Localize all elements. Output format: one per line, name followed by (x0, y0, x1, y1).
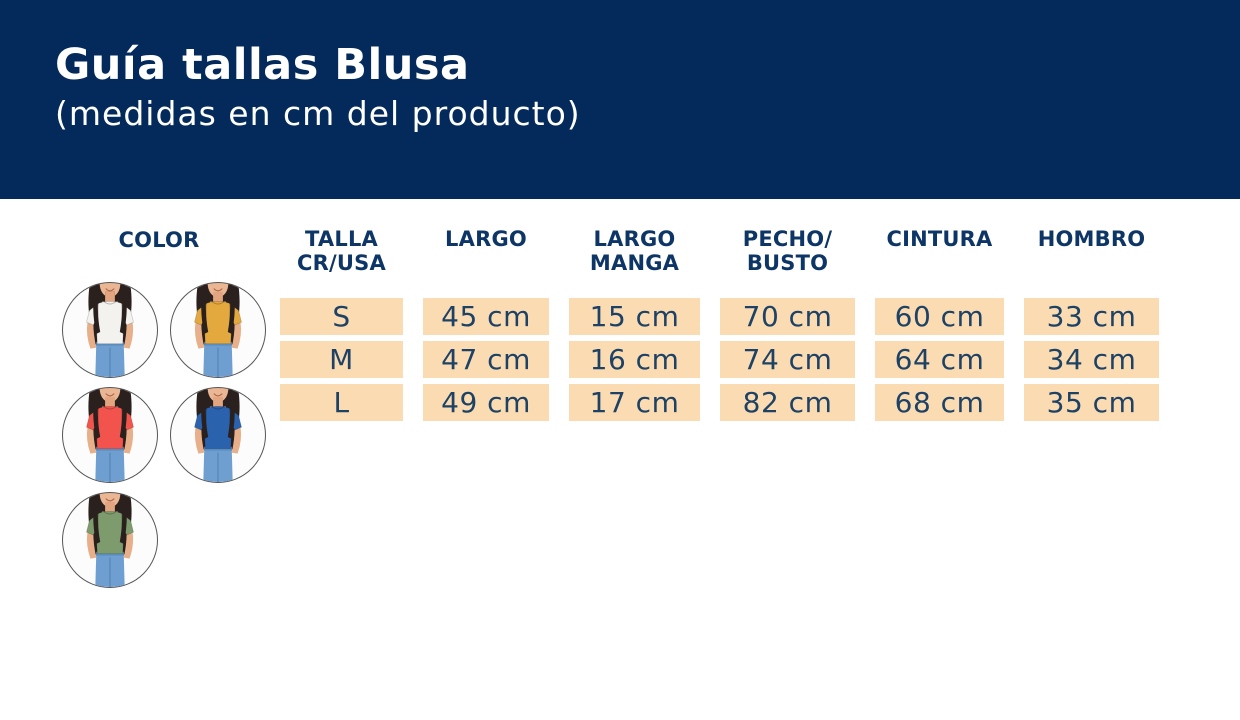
cell-s-pecho-busto: 70 cm (720, 298, 855, 335)
cell-s-talla: S (280, 298, 403, 335)
woman-tshirt-illustration-green (86, 493, 134, 587)
cell-m-largo-manga: 16 cm (569, 341, 700, 378)
cell-s-largo: 45 cm (423, 298, 549, 335)
column-header-color: COLOR (118, 228, 200, 252)
page-title: Guía tallas Blusa (55, 40, 470, 90)
color-photo-blue (170, 387, 266, 483)
cell-l-cintura: 68 cm (875, 384, 1004, 421)
color-photo-red (62, 387, 158, 483)
color-photo-green (62, 492, 158, 588)
cell-m-largo: 47 cm (423, 341, 549, 378)
cell-m-pecho-busto: 74 cm (720, 341, 855, 378)
cell-l-pecho-busto: 82 cm (720, 384, 855, 421)
cell-m-hombro: 34 cm (1024, 341, 1159, 378)
woman-tshirt-illustration-blue (194, 388, 242, 482)
cell-l-talla: L (280, 384, 403, 421)
color-photo-white (62, 282, 158, 378)
color-photo-mustard (170, 282, 266, 378)
cell-s-largo-manga: 15 cm (569, 298, 700, 335)
column-header-largo: LARGO (445, 227, 527, 251)
woman-tshirt-illustration-mustard (194, 283, 242, 377)
cell-s-hombro: 33 cm (1024, 298, 1159, 335)
cell-s-cintura: 60 cm (875, 298, 1004, 335)
cell-m-talla: M (280, 341, 403, 378)
color-swatches (62, 282, 266, 588)
cell-l-largo-manga: 17 cm (569, 384, 700, 421)
woman-tshirt-illustration-white (86, 283, 134, 377)
cell-l-hombro: 35 cm (1024, 384, 1159, 421)
column-header-cintura: CINTURA (886, 227, 993, 251)
size-table: TALLA CR/USA LARGO LARGO MANGA PECHO/ BU… (280, 227, 1159, 421)
column-header-talla-cr-usa: TALLA CR/USA (297, 227, 386, 276)
column-header-hombro: HOMBRO (1037, 227, 1146, 251)
column-header-pecho-busto: PECHO/ BUSTO (742, 227, 833, 276)
cell-m-cintura: 64 cm (875, 341, 1004, 378)
page-subtitle: (medidas en cm del producto) (55, 94, 581, 134)
header-banner: Guía tallas Blusa (medidas en cm del pro… (0, 0, 1240, 199)
cell-l-largo: 49 cm (423, 384, 549, 421)
column-header-largo-manga: LARGO MANGA (589, 227, 680, 276)
woman-tshirt-illustration-red (86, 388, 134, 482)
